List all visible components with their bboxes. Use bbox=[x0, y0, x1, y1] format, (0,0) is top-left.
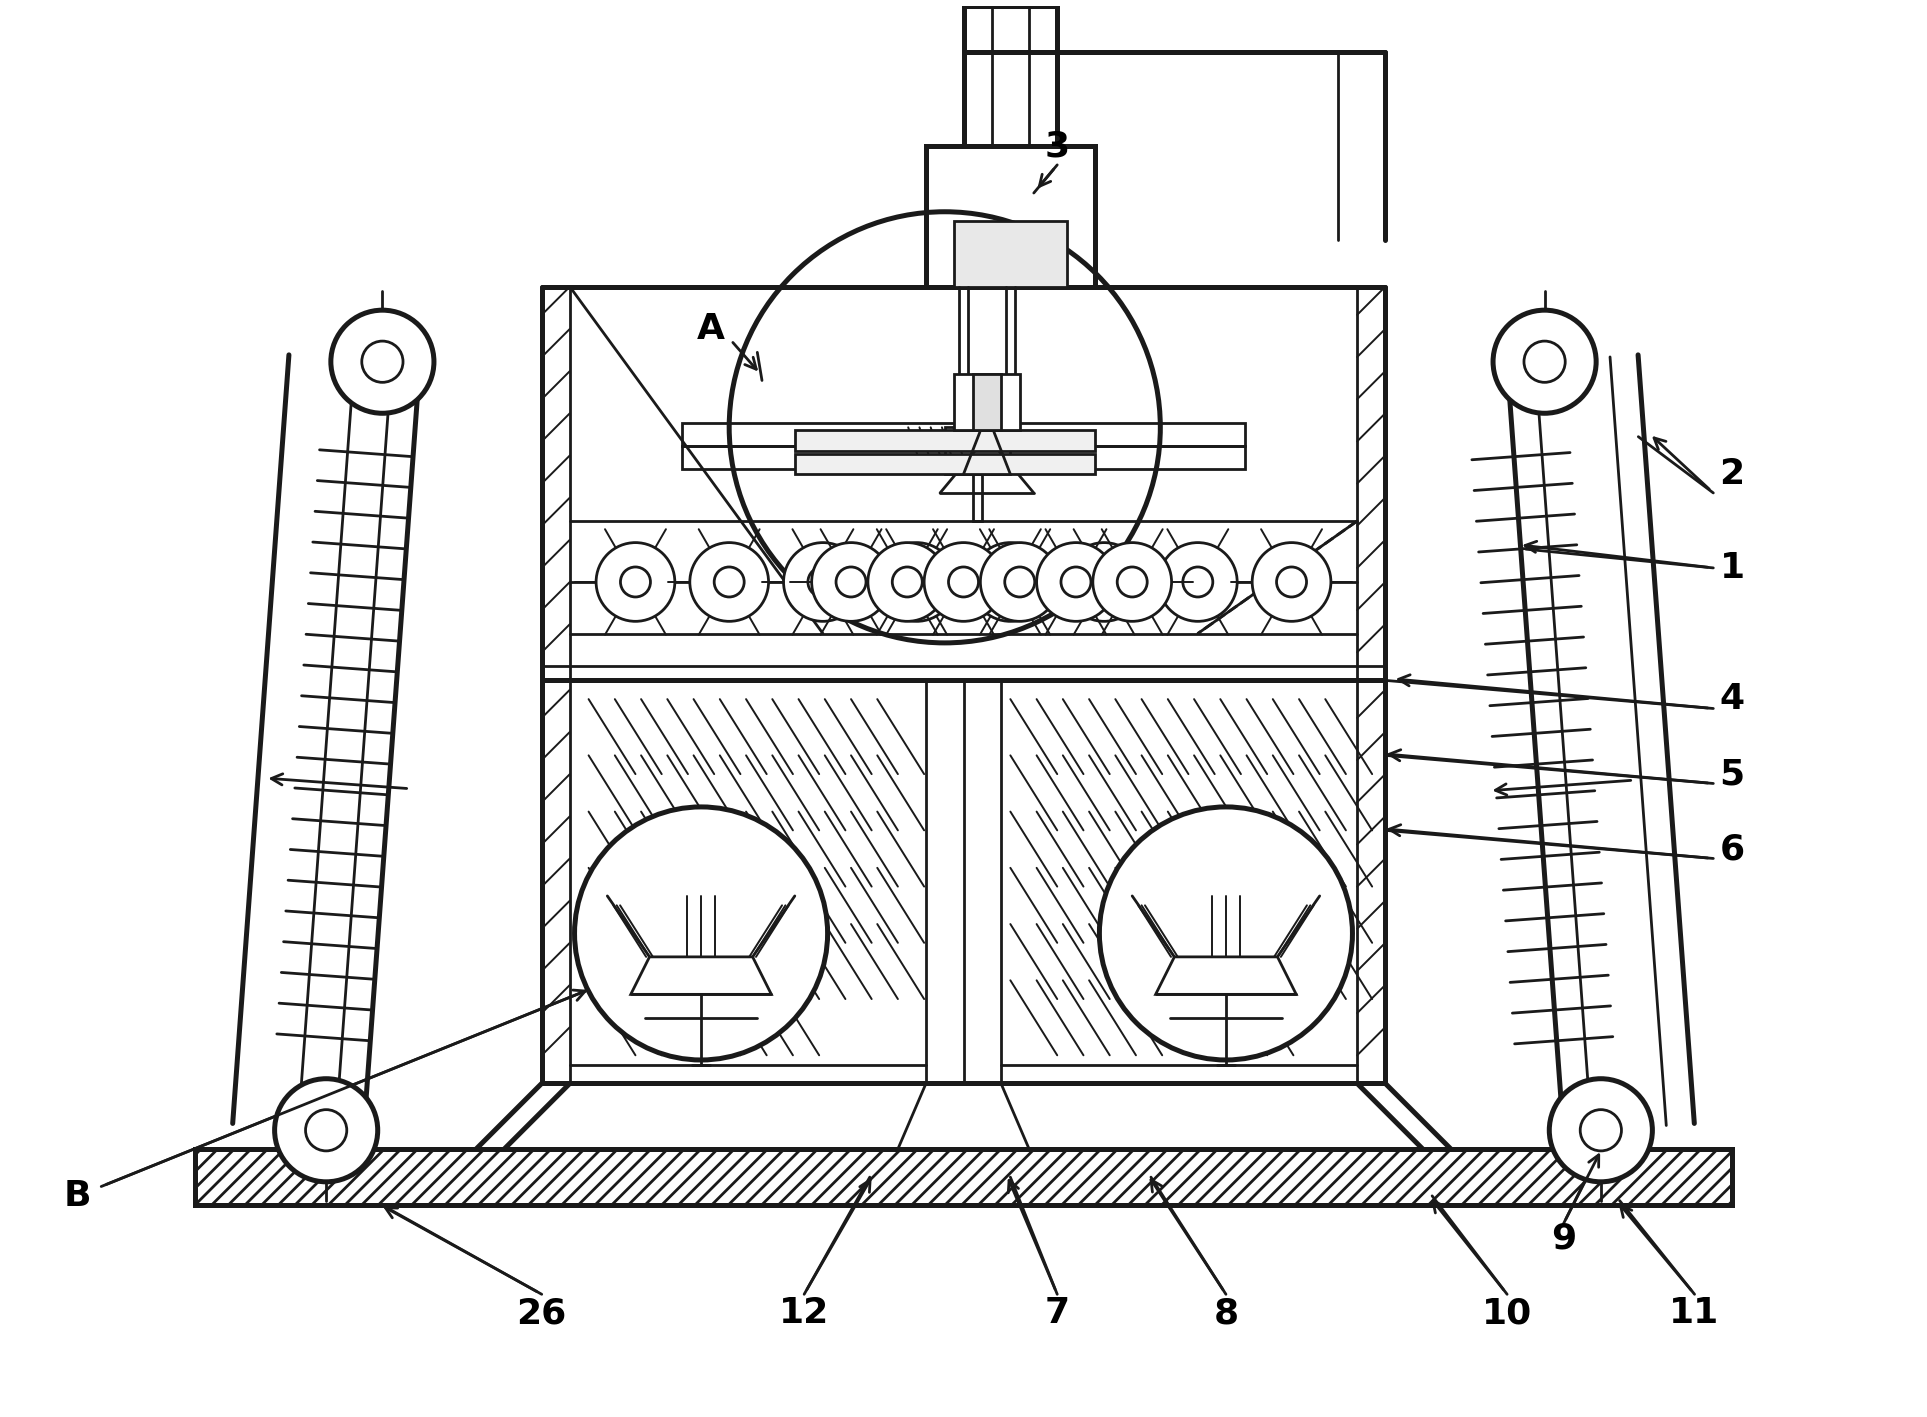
Text: 12: 12 bbox=[779, 1297, 829, 1331]
Text: A: A bbox=[696, 312, 725, 346]
Text: 6: 6 bbox=[1719, 832, 1744, 866]
Bar bbox=[794, 431, 1095, 451]
Circle shape bbox=[877, 543, 956, 621]
Circle shape bbox=[1524, 341, 1565, 383]
Circle shape bbox=[811, 543, 890, 621]
Circle shape bbox=[1580, 1110, 1621, 1151]
Text: 9: 9 bbox=[1551, 1221, 1576, 1255]
Circle shape bbox=[331, 310, 434, 414]
Text: 5: 5 bbox=[1719, 757, 1744, 791]
Bar bbox=[682, 446, 1245, 469]
Bar bbox=[195, 1149, 1732, 1206]
Circle shape bbox=[807, 567, 838, 597]
Bar bbox=[927, 146, 1095, 286]
Circle shape bbox=[276, 1078, 378, 1182]
Circle shape bbox=[1158, 543, 1237, 621]
Circle shape bbox=[1493, 310, 1596, 414]
Bar bbox=[973, 374, 1000, 431]
Circle shape bbox=[1004, 567, 1035, 597]
Circle shape bbox=[362, 341, 403, 383]
Circle shape bbox=[728, 211, 1160, 643]
Circle shape bbox=[620, 567, 651, 597]
Text: 4: 4 bbox=[1719, 682, 1744, 716]
Text: 8: 8 bbox=[1214, 1297, 1239, 1331]
Circle shape bbox=[1276, 567, 1307, 597]
Circle shape bbox=[892, 567, 923, 597]
Circle shape bbox=[925, 543, 1002, 621]
Circle shape bbox=[867, 543, 946, 621]
Circle shape bbox=[1093, 543, 1172, 621]
Circle shape bbox=[715, 567, 744, 597]
Circle shape bbox=[902, 567, 931, 597]
Text: 2: 2 bbox=[1719, 458, 1744, 492]
Text: 11: 11 bbox=[1669, 1297, 1719, 1331]
Text: 10: 10 bbox=[1482, 1297, 1532, 1331]
Bar bbox=[973, 475, 983, 521]
Text: 3: 3 bbox=[1044, 129, 1069, 163]
Text: 26: 26 bbox=[516, 1297, 567, 1331]
Bar bbox=[682, 422, 1245, 446]
Circle shape bbox=[981, 543, 1060, 621]
Circle shape bbox=[1549, 1078, 1651, 1182]
Circle shape bbox=[574, 806, 827, 1060]
Circle shape bbox=[1253, 543, 1332, 621]
Circle shape bbox=[1183, 567, 1212, 597]
Circle shape bbox=[1062, 567, 1091, 597]
Bar bbox=[954, 221, 1068, 286]
Circle shape bbox=[836, 567, 865, 597]
Circle shape bbox=[1037, 543, 1116, 621]
Circle shape bbox=[595, 543, 674, 621]
Circle shape bbox=[1100, 806, 1353, 1060]
Circle shape bbox=[306, 1110, 347, 1151]
Circle shape bbox=[996, 567, 1025, 597]
Text: 7: 7 bbox=[1044, 1297, 1069, 1331]
Bar bbox=[794, 453, 1095, 475]
Circle shape bbox=[690, 543, 769, 621]
Circle shape bbox=[1066, 543, 1143, 621]
Bar bbox=[954, 374, 1019, 431]
Text: B: B bbox=[64, 1179, 92, 1213]
Circle shape bbox=[1089, 567, 1120, 597]
Bar bbox=[944, 428, 1010, 475]
Circle shape bbox=[948, 567, 979, 597]
Circle shape bbox=[784, 543, 861, 621]
Bar bbox=[964, 6, 1058, 146]
Circle shape bbox=[971, 543, 1050, 621]
Text: 1: 1 bbox=[1719, 551, 1744, 585]
Circle shape bbox=[1118, 567, 1147, 597]
